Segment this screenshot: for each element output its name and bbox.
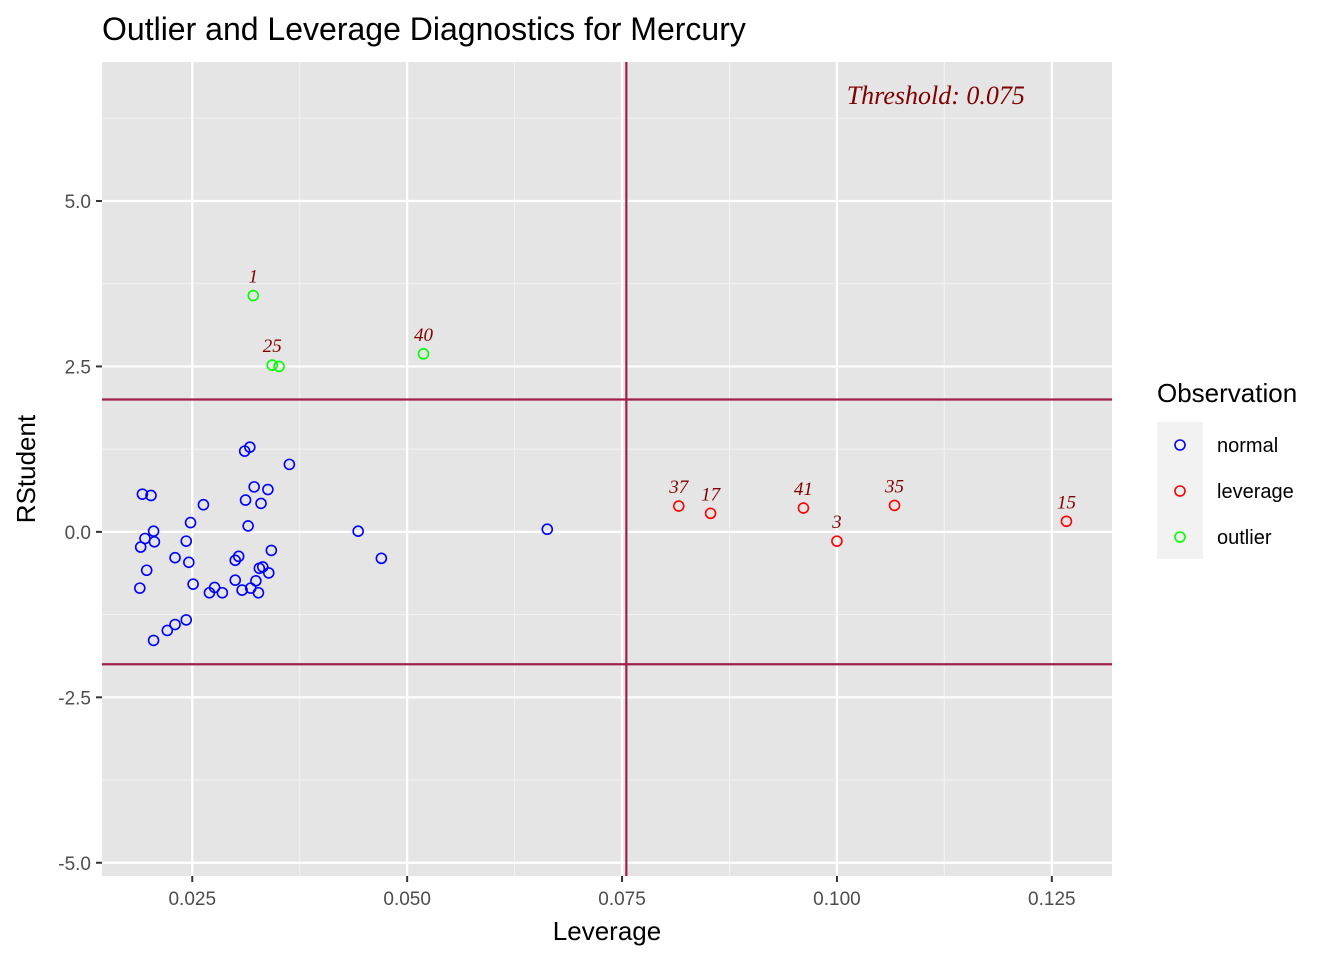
data-point-leverage (888, 499, 901, 512)
x-tick-label: 0.025 (168, 889, 216, 910)
data-point-outlier (273, 360, 285, 373)
data-point-leverage (1060, 515, 1073, 528)
data-point-leverage (797, 502, 810, 514)
point-label: 37 (668, 477, 690, 498)
plot-panel (102, 62, 1112, 876)
x-tick-label: 0.075 (598, 889, 646, 910)
data-point-normal (248, 481, 260, 493)
x-tick-label: 0.050 (383, 889, 431, 910)
data-point-outlier (247, 289, 260, 302)
data-point-normal (183, 556, 195, 569)
legend-label-leverage: leverage (1217, 481, 1294, 503)
grid-minor (102, 62, 1112, 876)
data-point-normal (161, 624, 174, 637)
data-point-normal (239, 494, 252, 506)
data-point-outlier (266, 359, 278, 371)
data-point-normal (352, 525, 364, 538)
data-point-normal (134, 582, 146, 594)
data-point-normal (140, 564, 153, 577)
threshold-annotation: Threshold: 0.075 (847, 81, 1025, 110)
data-point-normal (232, 550, 245, 563)
data-point-normal (242, 520, 254, 532)
grid-major (102, 62, 1112, 876)
legend-key-background (1157, 422, 1203, 559)
data-point-normal (180, 535, 193, 547)
data-point-normal (148, 535, 161, 548)
x-axis-title: Leverage (553, 916, 661, 946)
data-point-outlier (417, 348, 430, 360)
point-label: 1 (249, 267, 259, 288)
y-tick-label: 5.0 (65, 192, 91, 213)
data-point-normal (244, 441, 256, 453)
data-point-normal (265, 544, 278, 557)
data-point-normal (208, 581, 221, 594)
legend-label-normal: normal (1217, 435, 1278, 457)
data-point-leverage (672, 500, 685, 512)
data-point-normal (147, 634, 160, 647)
point-label: 15 (1057, 492, 1076, 513)
data-points (134, 289, 1073, 647)
data-point-normal (184, 516, 197, 529)
reference-lines (102, 62, 1112, 876)
point-label: 35 (884, 476, 904, 497)
point-label: 25 (263, 336, 282, 357)
data-point-normal (375, 552, 388, 565)
data-point-normal (136, 488, 149, 500)
y-tick-label: -2.5 (58, 688, 91, 709)
data-point-normal (256, 561, 269, 573)
data-point-normal (262, 483, 274, 496)
data-point-normal (262, 567, 275, 579)
legend-key-outlier (1174, 531, 1186, 543)
data-point-normal (541, 523, 554, 536)
axis-ticks: 0.025 0.050 0.075 0.100 0.125 -5.0 -2.5 0.0 2.5 5… (58, 192, 1075, 910)
data-point-leverage (831, 535, 843, 547)
y-axis-title: RStudent (11, 414, 41, 523)
y-tick-label: 2.5 (65, 357, 91, 378)
data-point-normal (283, 458, 296, 471)
data-point-normal (187, 578, 199, 590)
legend-key-leverage (1174, 485, 1186, 497)
x-tick-label: 0.100 (813, 889, 861, 910)
point-label: 41 (794, 479, 813, 500)
chart-title: Outlier and Leverage Diagnostics for Mer… (102, 11, 746, 47)
data-point-normal (169, 618, 181, 631)
y-tick-label: 0.0 (65, 523, 91, 544)
data-point-normal (145, 489, 157, 502)
point-labels: 37 17 41 3 35 15 1 25 40 (249, 267, 1076, 534)
legend-title: Observation (1157, 378, 1297, 408)
data-point-normal (197, 498, 210, 511)
data-point-normal (216, 586, 229, 599)
legend: Observation normal leverage outlier (1157, 378, 1297, 559)
data-point-leverage (704, 507, 717, 520)
point-label: 3 (831, 512, 842, 533)
legend-label-outlier: outlier (1217, 527, 1272, 549)
data-point-normal (229, 574, 242, 586)
point-label: 17 (701, 484, 722, 505)
legend-key-normal (1174, 439, 1186, 451)
data-point-normal (236, 584, 248, 596)
data-point-normal (252, 586, 265, 599)
legend-entries: normal leverage outlier (1174, 435, 1294, 549)
data-point-normal (250, 575, 262, 587)
data-point-normal (255, 497, 267, 510)
data-point-normal (169, 551, 181, 564)
data-point-normal (180, 614, 193, 626)
point-label: 40 (414, 325, 434, 346)
x-tick-label: 0.125 (1028, 889, 1076, 910)
y-tick-label: -5.0 (58, 854, 91, 875)
